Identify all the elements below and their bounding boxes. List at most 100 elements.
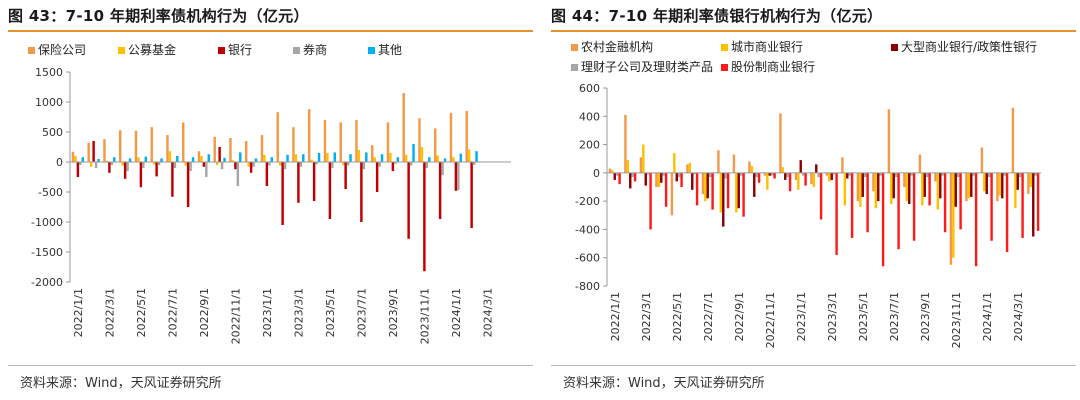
bar (708, 172, 712, 178)
bar (278, 162, 282, 166)
bar (425, 162, 429, 168)
bar (877, 172, 880, 202)
bar (894, 172, 898, 178)
bar (89, 162, 93, 167)
bar (626, 160, 630, 173)
bar (92, 141, 95, 162)
bar (990, 172, 993, 241)
bar (794, 172, 798, 180)
bar (236, 162, 240, 186)
bar (686, 164, 689, 173)
bar (943, 172, 947, 233)
bar (1021, 172, 1024, 238)
bar (970, 172, 973, 197)
bar (326, 153, 329, 162)
bar (1011, 107, 1015, 173)
bar (1029, 172, 1033, 187)
bar (207, 154, 211, 162)
bar (441, 162, 444, 176)
legend-swatch (218, 47, 225, 54)
bar (213, 136, 216, 162)
bar (856, 172, 860, 202)
bar (247, 162, 250, 167)
bar (732, 154, 736, 173)
bar (396, 157, 400, 162)
bar (105, 160, 109, 162)
bar (443, 158, 447, 162)
bar (688, 162, 692, 173)
bar (349, 154, 352, 162)
bar (972, 172, 975, 176)
x-tick-label: 2022/5/1 (135, 288, 148, 337)
legend-label: 理财子公司及理财类产品 (581, 60, 713, 74)
bar (362, 162, 366, 170)
bar (804, 172, 807, 186)
bar (407, 162, 410, 239)
chart-panel-left: 图 43：7-10 年期利率债机构行为（亿元） 保险公司 公募基金 银行 券商 其他 -2… (8, 0, 533, 400)
bar (454, 162, 458, 191)
bar (394, 162, 397, 164)
bar (239, 152, 242, 162)
bar (841, 157, 844, 173)
bar (1003, 172, 1006, 176)
bar (168, 151, 172, 162)
bar (152, 162, 156, 165)
bar (786, 172, 789, 178)
bar (949, 172, 953, 265)
bar (315, 162, 318, 165)
bar (799, 160, 802, 173)
bar (433, 128, 437, 162)
bar (310, 159, 313, 162)
bar (263, 154, 266, 162)
bar (863, 172, 867, 178)
x-tick-label: 2022/9/1 (733, 292, 746, 341)
bar (286, 154, 289, 162)
y-tick-label: -1000 (31, 216, 63, 229)
bar (908, 172, 911, 204)
legend-label: 公募基金 (128, 42, 176, 57)
bar (449, 112, 453, 162)
legend-swatch (721, 44, 728, 51)
legend-label: 保险公司 (38, 42, 86, 57)
bar (137, 157, 140, 162)
bar (270, 157, 274, 162)
bar (218, 147, 221, 162)
bar (370, 145, 374, 162)
bar (202, 162, 206, 167)
bar (608, 168, 612, 173)
bar (910, 172, 913, 176)
bar (223, 157, 226, 162)
bar (912, 172, 916, 241)
bar (768, 172, 771, 176)
bar (905, 172, 909, 202)
bar (389, 153, 392, 162)
x-tick-label: 2023/11/1 (418, 288, 431, 344)
x-tick-label: 2022/3/1 (103, 288, 116, 337)
bar (438, 162, 442, 219)
bar (766, 172, 769, 190)
bar (472, 162, 476, 165)
bar (861, 172, 864, 197)
divider (551, 365, 1076, 366)
bar (139, 162, 143, 188)
bar (423, 162, 426, 272)
bar (391, 162, 395, 171)
bar (81, 157, 85, 162)
x-tick-label: 2023/5/1 (857, 292, 870, 341)
bar (923, 172, 926, 197)
bar (843, 172, 847, 206)
bar (848, 172, 851, 176)
bar (150, 127, 153, 162)
y-tick-label: -600 (575, 252, 600, 265)
x-tick-label: 2024/3/1 (1012, 292, 1025, 341)
bar (897, 172, 900, 250)
bar (825, 172, 829, 176)
bar (850, 172, 854, 238)
y-tick-label: -800 (575, 280, 600, 293)
bar (380, 154, 384, 162)
bar (121, 162, 124, 166)
legend-swatch (28, 47, 35, 54)
bar (753, 172, 756, 197)
x-tick-label: 2023/3/1 (292, 288, 305, 337)
bar (220, 162, 224, 170)
